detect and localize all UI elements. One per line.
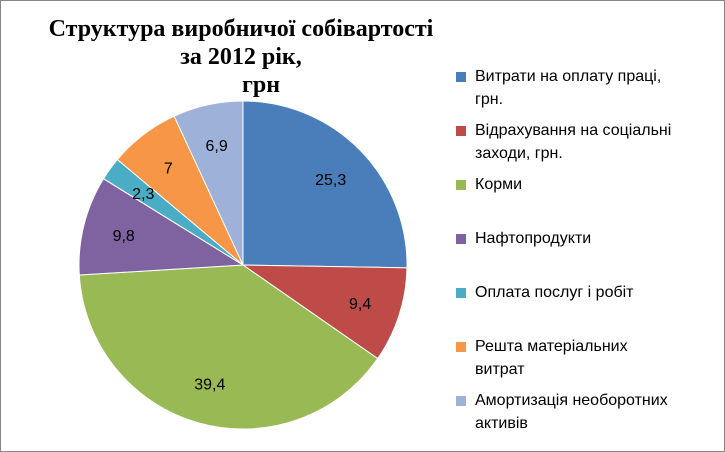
legend-label-line: Решта матеріальних [475,338,628,355]
legend-label-line: Витрати на оплату праці, [475,68,662,85]
data-label-4: 9,8 [113,228,135,245]
data-label-3: 39,4 [194,376,225,393]
legend-swatch [456,396,466,406]
pie-slice-2 [241,264,408,360]
legend-swatch [456,234,466,244]
legend-label-line: заходи, грн. [475,145,563,162]
legend-swatch [456,126,466,136]
data-label-6: 7 [164,160,173,177]
legend-label-line: Відрахування на соціальні [475,122,672,139]
legend-label-line: грн. [475,91,504,108]
data-label-1: 25,3 [315,172,346,189]
data-label-7: 6,9 [205,138,227,155]
legend-item-7: Амортизація необоротних активів [456,389,721,435]
data-label-2: 9,4 [349,296,371,313]
legend-label-line: витрат [475,361,525,378]
chart-title-line-2: грн [241,72,281,98]
legend-label-line: Нафтопродукти [475,230,592,247]
legend-item-3: Корми [456,173,721,196]
data-label-5: 2,3 [132,186,154,203]
legend-label-line: Амортизація необоротних [475,392,668,409]
legend-label-line: активів [475,415,528,432]
pie-slice-7 [173,100,244,266]
legend-item-2: Відрахування на соціальні заходи, грн. [456,119,721,165]
legend-swatch [456,180,466,190]
legend-item-6: Решта матеріальних витрат [456,335,721,381]
pie-slice-3 [78,264,379,430]
legend-item-1: Витрати на оплату праці, грн. [456,65,721,111]
chart-title: Структура виробничої собівартості за 201… [41,15,441,99]
legend-label-line: Корми [475,176,523,193]
legend-item-4: Нафтопродукти [456,227,721,250]
legend-swatch [456,342,466,352]
pie-slice-4 [78,178,245,276]
chart-title-line-1: Структура виробничої собівартості за 201… [48,16,434,70]
legend-swatch [456,72,466,82]
legend-swatch [456,288,466,298]
legend-item-5: Оплата послуг і робіт [456,281,721,304]
legend-label-line: Оплата послуг і робіт [475,284,634,301]
pie-slice-1 [242,100,408,269]
